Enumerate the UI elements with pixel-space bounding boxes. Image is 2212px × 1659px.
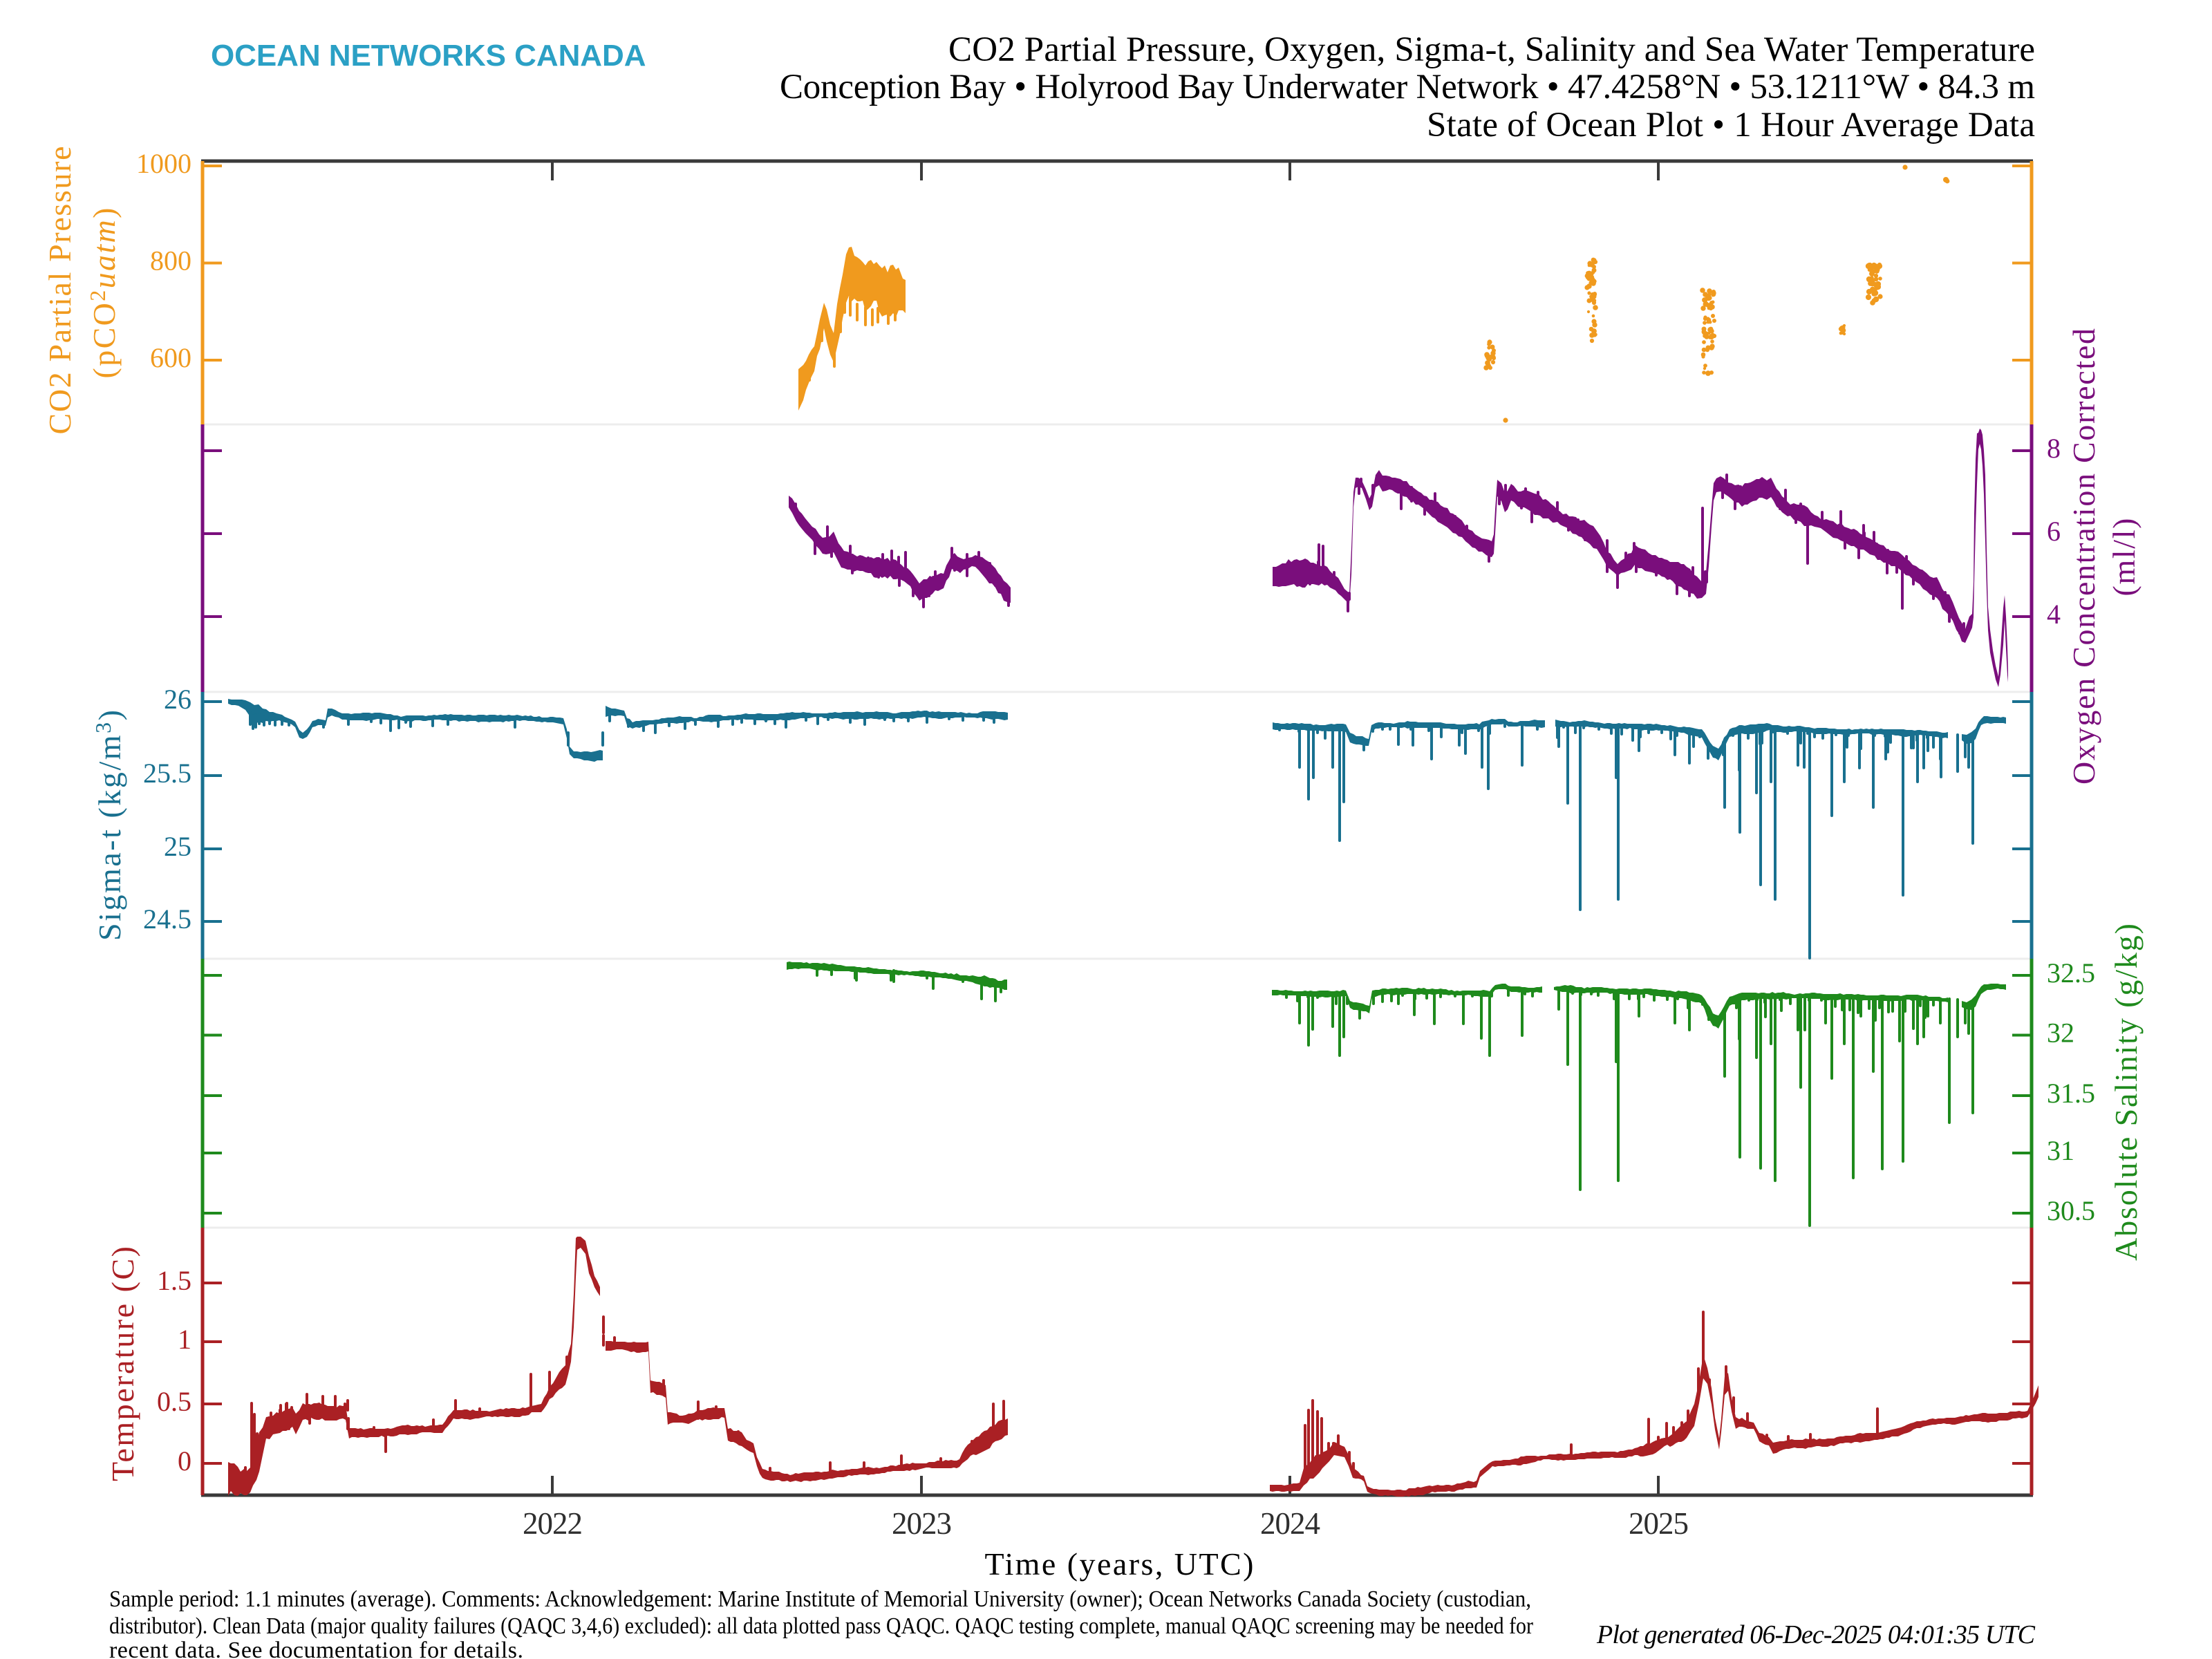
svg-text:0: 0 [178,1445,191,1477]
svg-text:32: 32 [2047,1018,2074,1049]
svg-text:Absolute Salinity (g/kg): Absolute Salinity (g/kg) [2108,924,2144,1261]
svg-text:0.5: 0.5 [157,1386,191,1417]
svg-text:CO2 Partial Pressure, Oxygen,: CO2 Partial Pressure, Oxygen, Sigma-t, S… [948,30,2035,69]
svg-text:Sample period: 1.1 minutes (av: Sample period: 1.1 minutes (average). Co… [109,1586,1531,1612]
svg-text:25.5: 25.5 [143,758,191,789]
svg-text:1: 1 [178,1324,191,1355]
svg-text:25: 25 [164,831,191,862]
svg-text:Time (years, UTC): Time (years, UTC) [985,1546,1254,1582]
svg-text:31.5: 31.5 [2047,1078,2095,1109]
svg-text:32.5: 32.5 [2047,957,2095,988]
svg-text:4: 4 [2047,599,2061,630]
svg-text:2024: 2024 [1260,1506,1320,1541]
svg-text:recent data. See documentatio: recent data. See documentation for detai… [109,1638,523,1659]
svg-text:distributor). Clean Data (maj: distributor). Clean Data (major quality … [109,1613,1534,1639]
svg-text:800: 800 [150,245,191,276]
svg-text:31: 31 [2047,1135,2074,1166]
svg-text:Sigma-t (kg/m3): Sigma-t (kg/m3) [91,710,127,941]
svg-text:600: 600 [150,342,191,373]
svg-text:2025: 2025 [1629,1506,1688,1541]
svg-text:Temperature (C): Temperature (C) [105,1246,140,1481]
svg-text:2023: 2023 [892,1506,951,1541]
svg-text:State of Ocean Plot • 1 Hour A: State of Ocean Plot • 1 Hour Average Dat… [1427,106,2035,144]
svg-text:2022: 2022 [523,1506,582,1541]
svg-text:1000: 1000 [136,148,191,179]
svg-text:24.5: 24.5 [143,903,191,935]
svg-text:26: 26 [164,684,191,715]
svg-text:8: 8 [2047,433,2061,464]
svg-text:OCEAN NETWORKS CANADA: OCEAN NETWORKS CANADA [211,39,646,73]
svg-text:Plot generated 06-Dec-2025 04:: Plot generated 06-Dec-2025 04:01:35 UTC [1596,1620,2036,1649]
svg-text:6: 6 [2047,516,2061,547]
svg-text:30.5: 30.5 [2047,1195,2095,1226]
svg-text:Conception Bay • Holyrood Bay: Conception Bay • Holyrood Bay Underwater… [780,68,2035,106]
svg-text:1.5: 1.5 [157,1265,191,1296]
svg-text:Oxygen Concentration Corrected: Oxygen Concentration Corrected [2066,328,2101,785]
svg-text:(ml/l): (ml/l) [2106,518,2141,597]
svg-text:CO2 Partial Pressure: CO2 Partial Pressure [42,147,77,435]
